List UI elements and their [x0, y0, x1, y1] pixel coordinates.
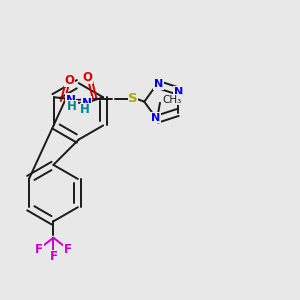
- Text: H: H: [80, 103, 90, 116]
- Text: F: F: [35, 243, 43, 256]
- Text: N: N: [154, 79, 163, 89]
- Text: N: N: [174, 87, 183, 97]
- Text: S: S: [128, 92, 138, 105]
- Text: N: N: [66, 94, 76, 107]
- Text: N: N: [82, 97, 92, 110]
- Text: O: O: [82, 70, 92, 83]
- Text: H: H: [67, 100, 77, 113]
- Text: F: F: [50, 250, 57, 263]
- Text: CH₃: CH₃: [162, 95, 182, 105]
- Text: N: N: [151, 113, 160, 123]
- Text: F: F: [64, 243, 72, 256]
- Text: O: O: [65, 74, 75, 86]
